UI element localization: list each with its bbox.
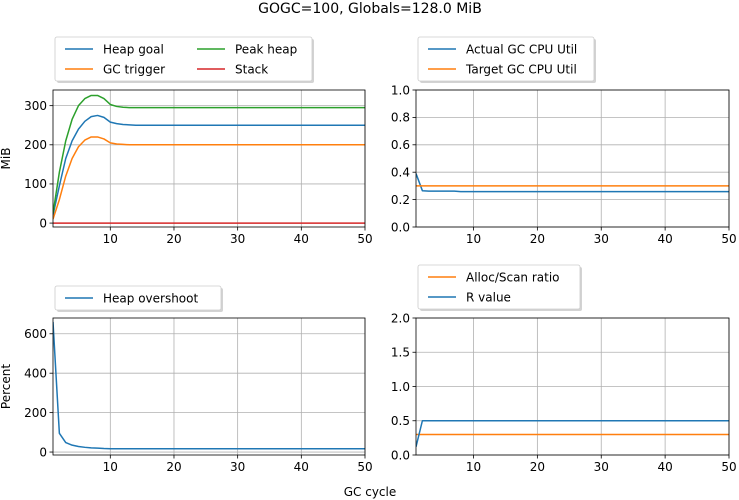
y-tick-label: 1.5 bbox=[391, 346, 410, 360]
y-tick-label: 400 bbox=[24, 366, 47, 380]
legend-label: Heap overshoot bbox=[103, 292, 198, 306]
legend-label: Target GC CPU Util bbox=[465, 63, 577, 77]
x-tick-label: 20 bbox=[166, 460, 181, 474]
axes-frame bbox=[52, 89, 366, 228]
figure-title: GOGC=100, Globals=128.0 MiB bbox=[258, 1, 482, 17]
x-tick-label: 20 bbox=[530, 232, 545, 246]
legend-ratio: Alloc/Scan ratio R value bbox=[417, 264, 582, 311]
legend-box bbox=[417, 264, 581, 310]
y-axis-label: Percent bbox=[0, 364, 13, 409]
legend-label: Peak heap bbox=[235, 43, 297, 57]
y-tick-label: 0.0 bbox=[391, 220, 410, 234]
subplot-ratio: 10 20 30 40 50 0.0 0.5 1.0 1.5 2.0 Alloc/Scan rati… bbox=[391, 264, 737, 474]
x-tick-label: 10 bbox=[466, 232, 481, 246]
y-tick-label: 300 bbox=[24, 99, 47, 113]
x-tick-label: 30 bbox=[594, 460, 609, 474]
y-tick-label: 200 bbox=[24, 406, 47, 420]
x-tick-label: 20 bbox=[166, 232, 181, 246]
legend-box bbox=[54, 285, 222, 311]
y-tick-label: 200 bbox=[24, 138, 47, 152]
legend-cpu: Actual GC CPU Util Target GC CPU Util bbox=[417, 36, 596, 83]
x-tick-label: 50 bbox=[721, 460, 736, 474]
axes-frame bbox=[415, 89, 730, 228]
x-tick-label: 50 bbox=[357, 232, 372, 246]
x-tick-label: 30 bbox=[230, 232, 245, 246]
x-tick-label: 10 bbox=[466, 460, 481, 474]
y-tick-label: 0 bbox=[39, 216, 47, 230]
y-tick-label: 0.5 bbox=[391, 414, 410, 428]
x-tick-label: 40 bbox=[657, 232, 672, 246]
y-tick-label: 0.8 bbox=[391, 111, 410, 125]
y-tick-label: 0.0 bbox=[391, 448, 410, 462]
legend-label: Heap goal bbox=[103, 43, 164, 57]
subplot-overshoot: 10 20 30 40 50 0 200 400 600 Percent Heap overshoo… bbox=[0, 285, 373, 474]
y-tick-label: 1.0 bbox=[391, 83, 410, 97]
subplot-heap: 10 20 30 40 50 0 100 200 300 MiB Heap goal GC trigg… bbox=[0, 36, 373, 246]
x-tick-label: 10 bbox=[103, 460, 118, 474]
x-tick-label: 30 bbox=[594, 232, 609, 246]
y-tick-label: 0.4 bbox=[391, 166, 410, 180]
x-tick-label: 50 bbox=[721, 232, 736, 246]
legend-overshoot: Heap overshoot bbox=[54, 285, 223, 312]
series-line-heap-2 bbox=[53, 94, 365, 214]
series-line-overshoot-0 bbox=[53, 321, 365, 450]
legend-box bbox=[417, 36, 595, 82]
x-tick-label: 40 bbox=[294, 460, 309, 474]
legend-label: R value bbox=[466, 291, 511, 305]
legend-label: Alloc/Scan ratio bbox=[466, 271, 560, 285]
subplot-cpu: 10 20 30 40 50 0.0 0.2 0.4 0.6 0.8 1.0 Actual GC CP… bbox=[391, 36, 737, 246]
x-tick-label: 40 bbox=[294, 232, 309, 246]
x-tick-label: 40 bbox=[657, 460, 672, 474]
legend-heap: Heap goal GC trigger Peak heap Stack bbox=[54, 36, 314, 83]
series-line-heap-0 bbox=[53, 114, 365, 216]
y-tick-label: 0.6 bbox=[391, 138, 410, 152]
legend-box bbox=[54, 36, 313, 82]
y-tick-label: 0 bbox=[39, 445, 47, 459]
legend-label: Stack bbox=[235, 63, 268, 77]
y-tick-label: 100 bbox=[24, 177, 47, 191]
series-line-heap-1 bbox=[53, 136, 365, 220]
x-tick-label: 20 bbox=[530, 460, 545, 474]
x-tick-label: 10 bbox=[103, 232, 118, 246]
y-tick-label: 2.0 bbox=[391, 311, 410, 325]
figure-xlabel: GC cycle bbox=[344, 485, 397, 499]
series-line-ratio-1 bbox=[416, 420, 729, 447]
x-tick-label: 30 bbox=[230, 460, 245, 474]
legend-label: Actual GC CPU Util bbox=[466, 43, 577, 57]
x-tick-label: 50 bbox=[357, 460, 372, 474]
y-tick-label: 0.2 bbox=[391, 193, 410, 207]
y-tick-label: 600 bbox=[24, 327, 47, 341]
axes-frame bbox=[52, 317, 366, 456]
y-tick-label: 1.0 bbox=[391, 380, 410, 394]
legend-label: GC trigger bbox=[103, 63, 165, 77]
y-axis-label: MiB bbox=[0, 148, 13, 170]
series-line-cpu-0 bbox=[416, 173, 729, 193]
